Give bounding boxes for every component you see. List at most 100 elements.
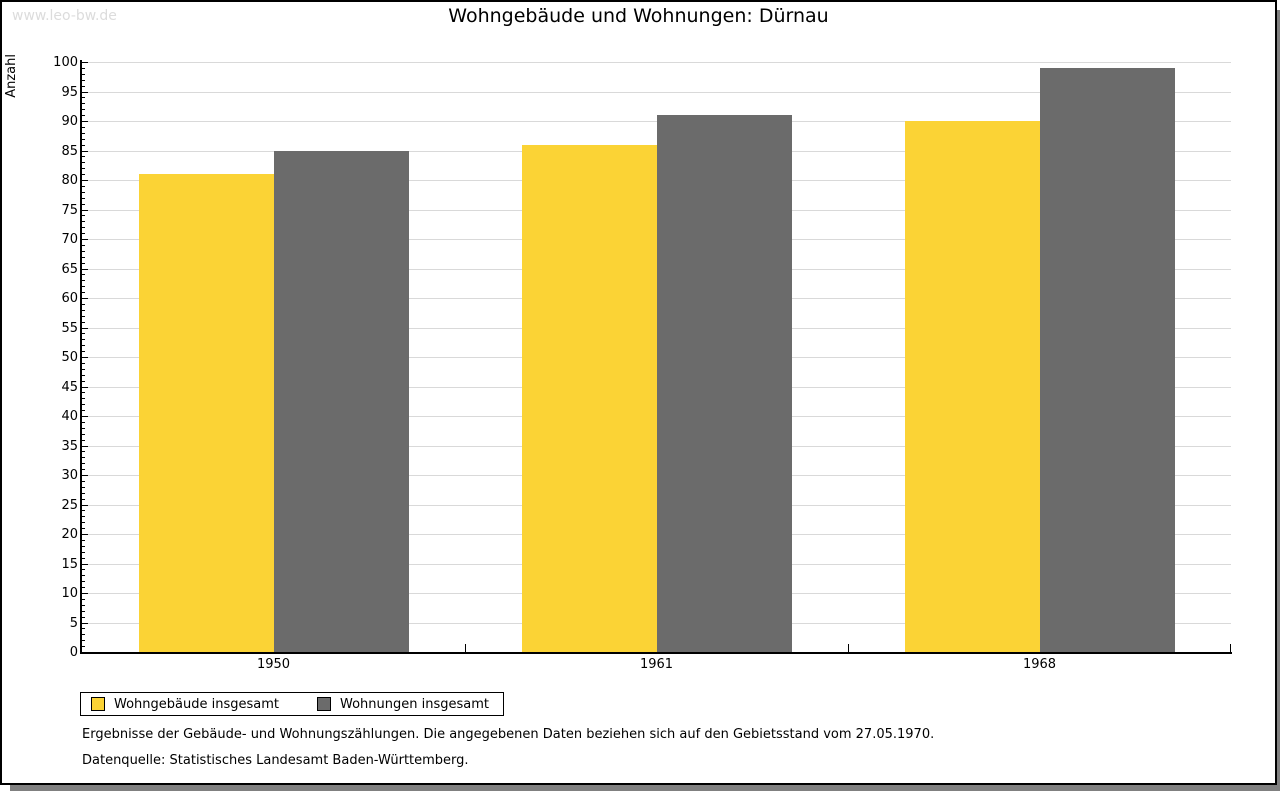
y-axis-minor-tick [82, 126, 85, 128]
y-axis-minor-tick [82, 221, 85, 223]
y-axis-minor-tick [82, 79, 85, 81]
x-tick-label-1968: 1968 [1022, 657, 1057, 672]
y-axis-minor-tick [82, 557, 85, 559]
y-axis-minor-tick [82, 286, 85, 288]
y-axis-minor-tick [82, 339, 85, 341]
y-tick-label-85: 85 [61, 143, 78, 159]
y-tick-label-10: 10 [61, 586, 78, 601]
y-axis-minor-tick [82, 610, 85, 612]
x-tick-label-1961: 1961 [639, 657, 674, 672]
y-tick-label-55: 55 [61, 320, 78, 336]
y-axis-minor-tick [82, 109, 85, 111]
y-axis-minor-tick [82, 433, 85, 435]
y-axis-minor-tick [82, 392, 85, 394]
y-axis-minor-tick [82, 262, 85, 264]
y-axis-major-tick [82, 150, 88, 152]
y-axis-major-tick [82, 239, 88, 240]
legend-label-wohngebaeude: Wohngebäude insgesamt [114, 696, 279, 712]
y-axis-minor-tick [82, 250, 85, 252]
y-axis-minor-tick [82, 168, 85, 170]
y-axis-minor-tick [82, 427, 85, 429]
footnote-line-2: Datenquelle: Statistisches Landesamt Bad… [82, 753, 469, 768]
y-axis-major-tick [82, 475, 88, 476]
y-axis-minor-tick [82, 138, 85, 140]
y-tick-label-15: 15 [61, 556, 78, 572]
y-axis-minor-tick [82, 256, 85, 258]
gridline [82, 91, 1231, 93]
footnote-line-1: Ergebnisse der Gebäude- und Wohnungszähl… [82, 727, 935, 742]
y-tick-label-65: 65 [61, 261, 78, 277]
y-axis-minor-tick [82, 486, 85, 488]
y-axis-minor-tick [82, 545, 85, 547]
y-axis-major-tick [82, 62, 88, 63]
y-axis-major-tick [82, 386, 88, 388]
y-tick-label-25: 25 [61, 497, 78, 513]
y-tick-label-70: 70 [61, 232, 78, 247]
legend-swatch-wohnungen [317, 697, 331, 711]
bar-1961-wohnungen [656, 115, 792, 652]
y-axis-minor-tick [82, 185, 85, 187]
y-tick-label-45: 45 [61, 379, 78, 395]
y-axis-minor-tick [82, 492, 85, 494]
y-axis-minor-tick [82, 67, 85, 69]
y-axis-minor-tick [82, 616, 85, 618]
y-axis-major-tick [82, 209, 88, 211]
y-axis-minor-tick [82, 398, 85, 400]
y-axis-minor-tick [82, 174, 85, 176]
bar-1950-wohngebaeude [138, 174, 274, 652]
y-axis-minor-tick [82, 309, 85, 311]
y-axis-minor-tick [82, 421, 85, 423]
y-axis-minor-tick [82, 156, 85, 158]
x-tick-label-1950: 1950 [256, 657, 291, 672]
y-axis-major-tick [82, 357, 88, 358]
y-axis-minor-tick [82, 215, 85, 217]
y-axis-minor-tick [82, 368, 85, 370]
bar-1950-wohnungen [273, 150, 409, 652]
y-axis-minor-tick [82, 498, 85, 500]
x-axis-tick [465, 644, 466, 652]
y-axis-major-tick [82, 298, 88, 299]
y-axis-line [80, 60, 82, 654]
y-axis-major-tick [82, 593, 88, 594]
y-tick-label-20: 20 [61, 527, 78, 542]
y-axis-minor-tick [82, 115, 85, 117]
y-axis-minor-tick [82, 227, 85, 229]
y-axis-minor-tick [82, 85, 85, 87]
y-axis-minor-tick [82, 345, 85, 347]
gridline [82, 62, 1231, 63]
canvas-drop-shadow-bottom [10, 785, 1280, 791]
y-axis-minor-tick [82, 604, 85, 606]
y-axis-minor-tick [82, 587, 85, 589]
y-tick-label-40: 40 [61, 409, 78, 424]
y-axis-minor-tick [82, 303, 85, 305]
y-axis-minor-tick [82, 457, 85, 459]
y-axis-major-tick [82, 534, 88, 535]
y-axis-major-tick [82, 445, 88, 447]
bar-1968-wohnungen [1039, 67, 1175, 652]
y-axis-minor-tick [82, 274, 85, 276]
x-axis-line [80, 652, 1232, 654]
y-axis-minor-tick [82, 191, 85, 193]
y-axis-minor-tick [82, 203, 85, 205]
y-axis-minor-tick [82, 351, 85, 353]
y-axis-minor-tick [82, 321, 85, 323]
y-axis-minor-tick [82, 646, 85, 648]
y-axis-major-tick [82, 327, 88, 329]
y-axis-minor-tick [82, 634, 85, 636]
y-axis-minor-tick [82, 162, 85, 164]
y-axis-major-tick [82, 180, 88, 181]
y-axis-minor-tick [82, 315, 85, 317]
y-axis-minor-tick [82, 410, 85, 412]
y-tick-label-95: 95 [61, 84, 78, 100]
legend: Wohngebäude insgesamt Wohnungen insgesam… [80, 692, 504, 716]
watermark: www.leo-bw.de [12, 8, 117, 24]
y-axis-minor-tick [82, 640, 85, 642]
y-axis-minor-tick [82, 144, 85, 146]
y-axis-minor-tick [82, 510, 85, 512]
y-axis-minor-tick [82, 539, 85, 541]
legend-item-wohngebaeude: Wohngebäude insgesamt [91, 697, 279, 712]
x-axis-end-tick [1230, 644, 1231, 652]
legend-label-wohnungen: Wohnungen insgesamt [340, 696, 489, 712]
y-axis-minor-tick [82, 522, 85, 524]
y-axis-major-tick [82, 563, 88, 565]
